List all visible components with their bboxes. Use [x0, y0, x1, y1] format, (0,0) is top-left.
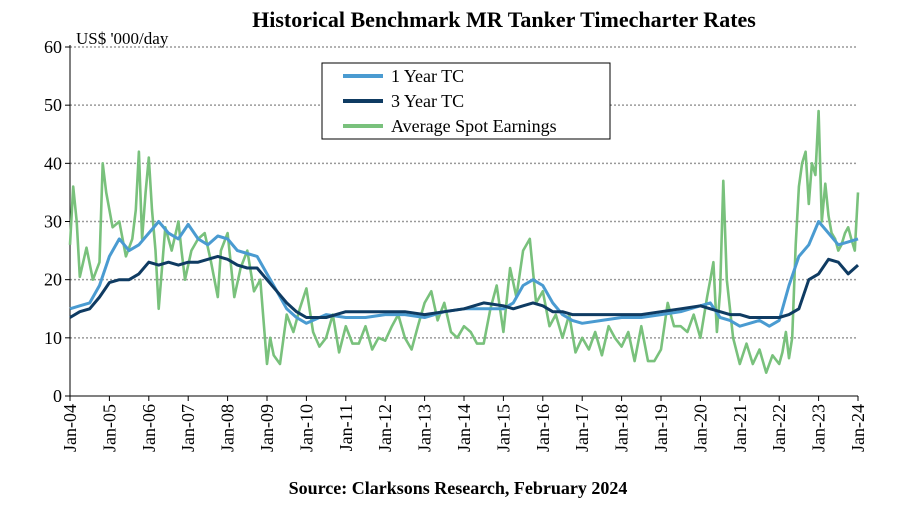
y-tick-label-40: 40 — [44, 153, 62, 173]
x-tick-label-Jan-21: Jan-21 — [730, 404, 750, 452]
x-tick-label-Jan-09: Jan-09 — [257, 404, 277, 452]
x-tick-label-Jan-06: Jan-06 — [139, 404, 159, 452]
y-tick-label-20: 20 — [44, 270, 62, 290]
series-line-1-year-tc — [69, 220, 859, 328]
x-tick-label-Jan-05: Jan-05 — [99, 404, 119, 452]
x-tick-label-Jan-11: Jan-11 — [336, 404, 356, 451]
x-tick-label-Jan-18: Jan-18 — [612, 404, 632, 452]
y-tick-label-60: 60 — [44, 37, 62, 57]
y-tick-label-30: 30 — [44, 212, 62, 232]
y-tick-label-50: 50 — [44, 95, 62, 115]
x-tick-label-Jan-13: Jan-13 — [415, 404, 435, 452]
y-axis-unit-label: US$ '000/day — [76, 29, 169, 48]
x-tick-label-Jan-17: Jan-17 — [572, 404, 592, 452]
legend-label-3-year-tc: 3 Year TC — [391, 91, 464, 111]
series-line-average-spot-earnings — [68, 109, 860, 375]
series-layer — [68, 109, 860, 375]
y-tick-label-10: 10 — [44, 328, 62, 348]
x-tick-label-Jan-14: Jan-14 — [454, 404, 474, 452]
chart-title: Historical Benchmark MR Tanker Timechart… — [252, 7, 756, 32]
x-tick-label-Jan-04: Jan-04 — [60, 404, 80, 452]
legend-label-1-year-tc: 1 Year TC — [391, 66, 464, 86]
x-tick-label-Jan-08: Jan-08 — [218, 404, 238, 452]
x-tick-label-Jan-24: Jan-24 — [848, 404, 868, 452]
x-tick-label-Jan-23: Jan-23 — [809, 404, 829, 452]
legend: 1 Year TC 3 Year TC Average Spot Earning… — [321, 62, 611, 140]
tick-layer: 0 10 20 30 40 50 60 Jan-04 Jan-05 Jan-06 Jan-07 Jan… — [44, 37, 868, 452]
x-tick-label-Jan-15: Jan-15 — [493, 404, 513, 452]
x-tick-label-Jan-20: Jan-20 — [690, 404, 710, 452]
x-tick-label-Jan-07: Jan-07 — [178, 404, 198, 452]
legend-label-average-spot-earnings: Average Spot Earnings — [391, 116, 557, 136]
x-tick-label-Jan-16: Jan-16 — [533, 404, 553, 452]
x-tick-label-Jan-10: Jan-10 — [296, 404, 316, 452]
x-tick-label-Jan-12: Jan-12 — [375, 404, 395, 452]
x-tick-label-Jan-22: Jan-22 — [769, 404, 789, 452]
y-tick-label-0: 0 — [53, 386, 62, 406]
series-line-3-year-tc — [69, 254, 860, 319]
source-note: Source: Clarksons Research, February 202… — [289, 478, 628, 498]
axis-layer — [65, 45, 859, 401]
x-tick-label-Jan-19: Jan-19 — [651, 404, 671, 452]
